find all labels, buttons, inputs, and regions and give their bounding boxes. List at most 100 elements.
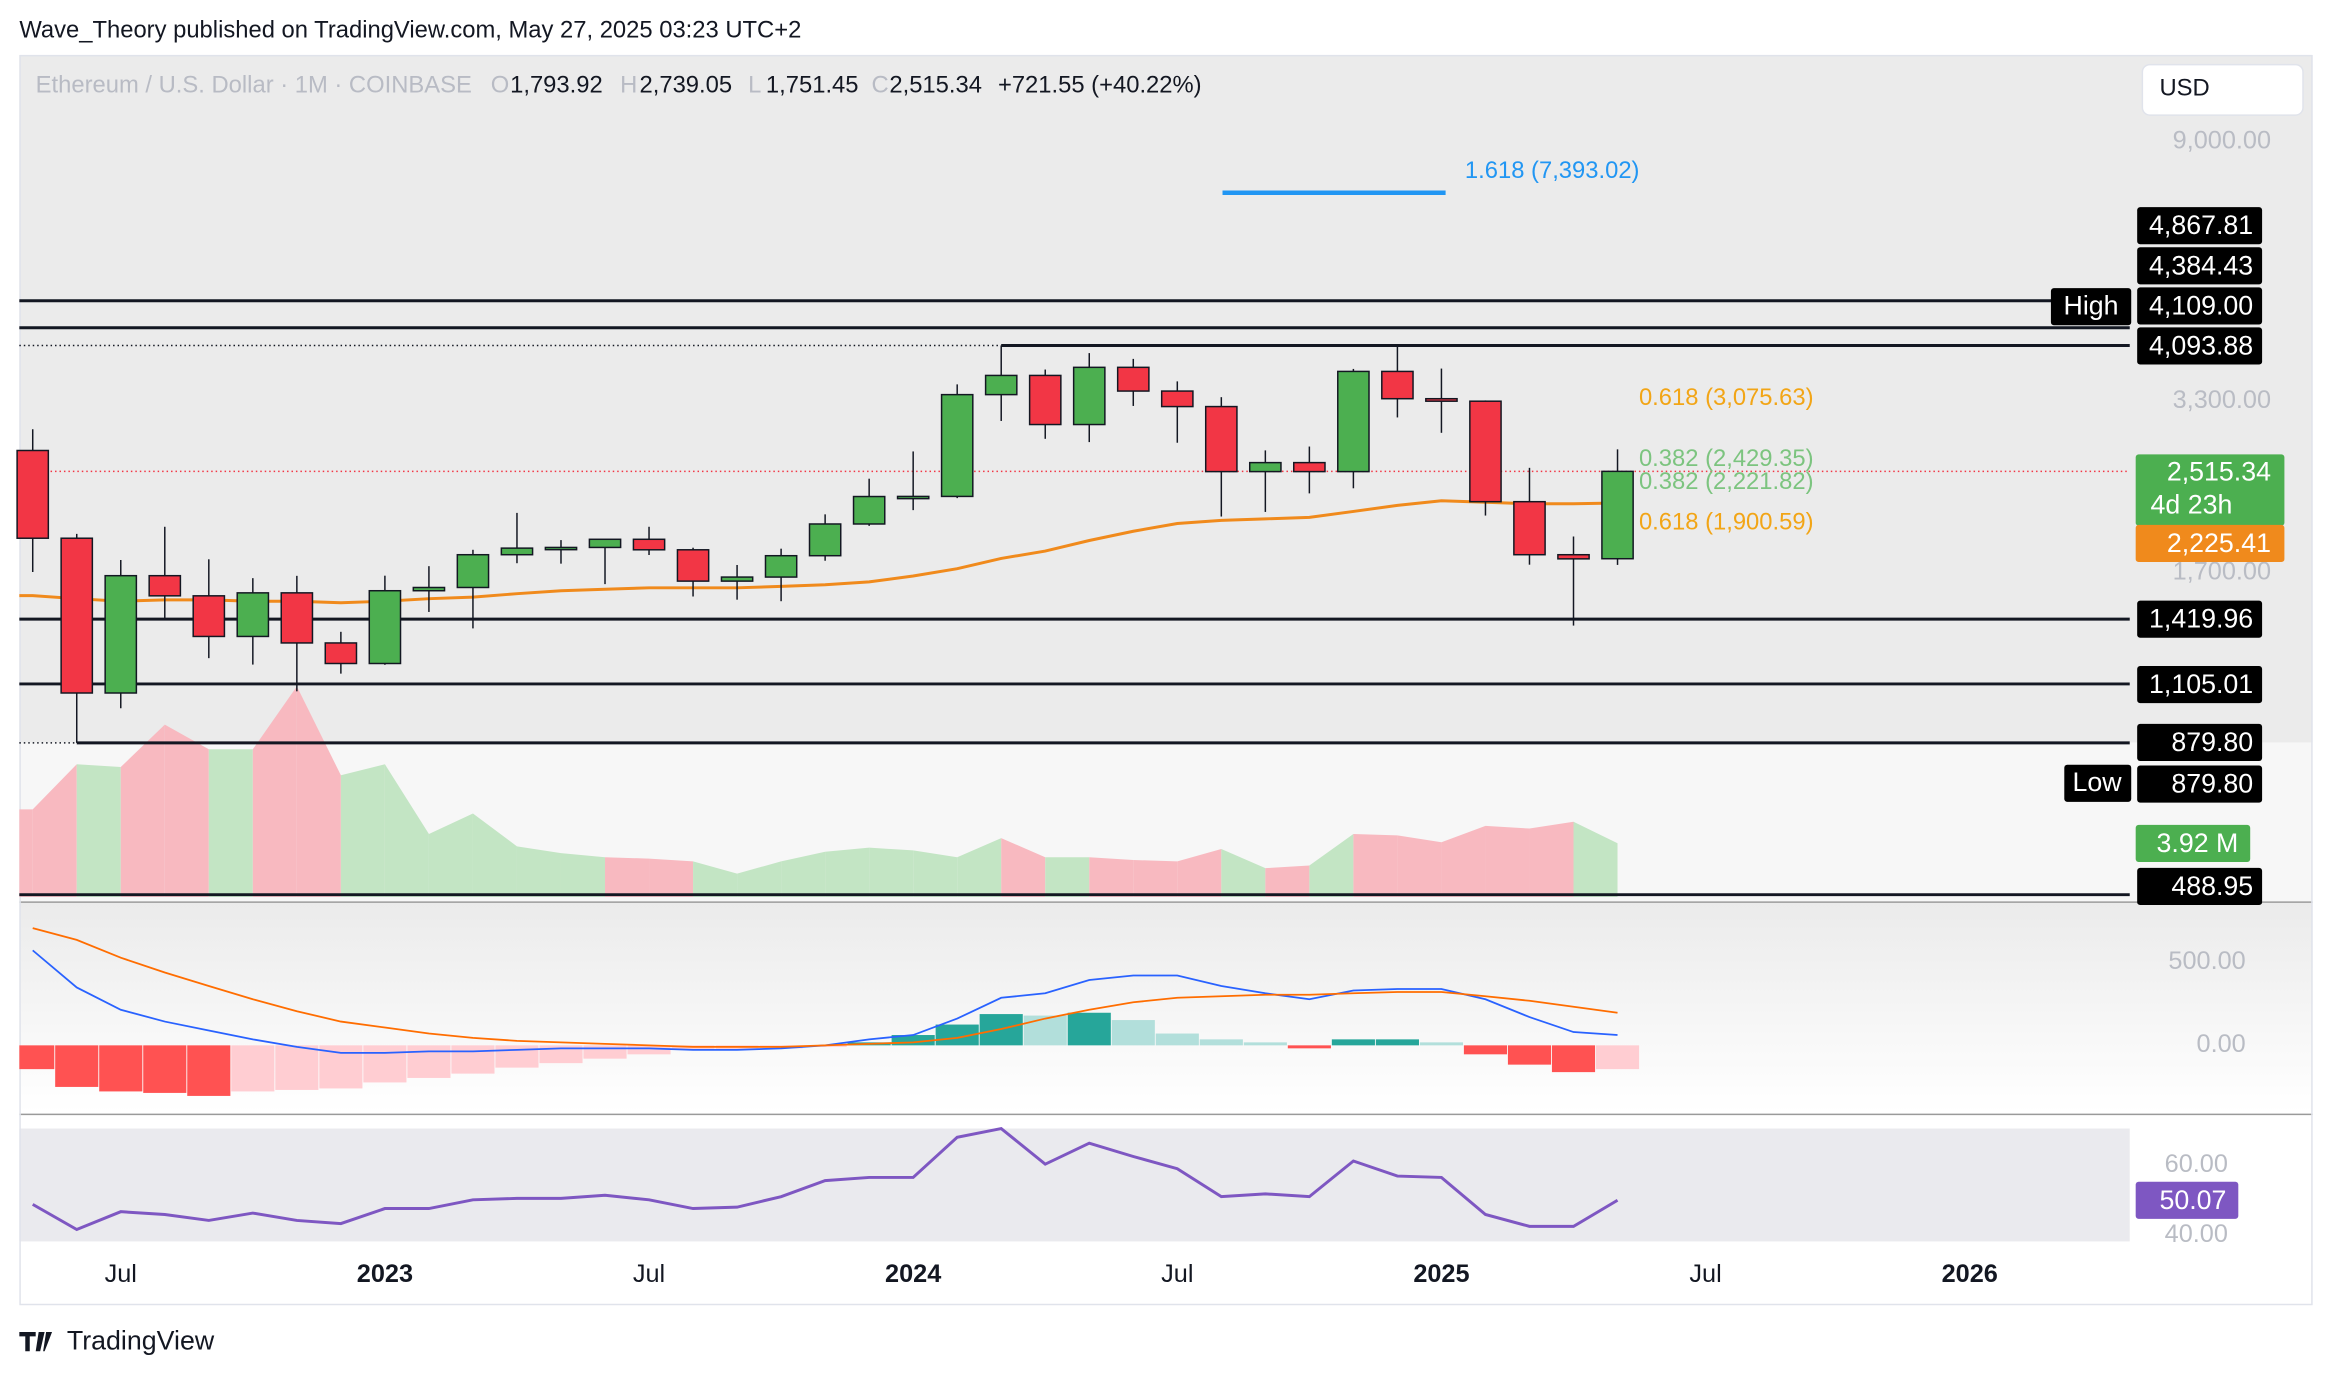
rsi-band xyxy=(19,1128,2130,1242)
candle-body xyxy=(324,642,358,665)
level-label: 879.80 xyxy=(2171,727,2253,757)
level-label: 1,419.96 xyxy=(2149,604,2253,634)
volume-area xyxy=(1265,865,1310,897)
macd-histogram-bar xyxy=(1243,1042,1287,1046)
fib-label: 0.618 (3,075.63) xyxy=(1639,384,1814,411)
volume-area xyxy=(869,847,914,897)
volume-area xyxy=(384,764,429,897)
macd-histogram-bar xyxy=(451,1045,495,1074)
candle-body xyxy=(544,546,578,551)
volume-area xyxy=(1573,821,1618,897)
rsi-tick-label: 60.00 xyxy=(2165,1150,2228,1178)
volume-area xyxy=(693,861,738,897)
volume-area xyxy=(252,686,297,897)
volume-area xyxy=(516,846,561,897)
brand: TradingView xyxy=(67,1325,215,1355)
candle-body xyxy=(1601,470,1634,560)
level-label-box xyxy=(2137,723,2263,762)
volume-area xyxy=(1353,834,1398,897)
symbol: Ethereum / U.S. Dollar · 1M · COINBASE xyxy=(36,71,472,98)
volume-label: 3.92 M xyxy=(2157,828,2239,858)
macd-histogram-bar xyxy=(1331,1039,1375,1046)
volume-area xyxy=(825,847,870,897)
candle-body xyxy=(1116,366,1150,392)
macd-histogram-bar xyxy=(1023,1015,1067,1046)
legend-key: H xyxy=(620,71,637,98)
candle-body xyxy=(192,595,226,638)
candle-body xyxy=(1469,400,1502,503)
candle-body xyxy=(1425,397,1458,402)
volume-label-box xyxy=(2135,824,2251,862)
macd-histogram-bar xyxy=(1287,1045,1331,1049)
candle-body xyxy=(588,538,622,549)
volume-area xyxy=(1045,857,1090,897)
currency-label[interactable]: USD xyxy=(2159,74,2209,101)
x-tick-label: Jul xyxy=(105,1260,137,1288)
candle-body xyxy=(1513,500,1546,556)
rsi-label: 50.07 xyxy=(2159,1185,2226,1215)
high-tag: High xyxy=(2064,290,2119,320)
macd-histogram-bar xyxy=(891,1035,935,1046)
volume-area xyxy=(32,764,77,897)
level-label-box xyxy=(2137,665,2263,704)
legend: Ethereum / U.S. Dollar · 1M · COINBASE O… xyxy=(36,71,1202,98)
volume-area xyxy=(1089,857,1134,897)
volume-area xyxy=(340,764,385,897)
currency-button[interactable]: USD xyxy=(2141,63,2304,116)
ema-label: 2,225.41 xyxy=(2167,528,2271,558)
candle-body xyxy=(104,574,138,694)
legend-key: C xyxy=(872,71,889,98)
volume-area xyxy=(560,853,606,897)
legend-change: +721.55 (+40.22%) xyxy=(998,71,1202,98)
low-value-box xyxy=(2137,765,2263,803)
candle-body xyxy=(1248,461,1282,473)
candle-body xyxy=(1160,390,1194,408)
macd-histogram-bar xyxy=(1199,1039,1243,1046)
x-tick-label: Jul xyxy=(633,1260,665,1288)
volume-area xyxy=(428,813,473,897)
legend-key: O xyxy=(491,71,510,98)
volume-area xyxy=(1397,835,1442,897)
macd-histogram-bar xyxy=(143,1045,187,1093)
candle-body xyxy=(456,553,490,589)
candle-body xyxy=(1557,553,1590,560)
currency-box[interactable] xyxy=(2141,63,2304,116)
level-label: 4,867.81 xyxy=(2149,210,2253,240)
legend-key: L xyxy=(748,71,761,98)
countdown: 4d 23h xyxy=(2151,489,2233,519)
candle-body xyxy=(1293,461,1326,473)
candle-body xyxy=(1204,405,1238,473)
last-price-box xyxy=(2135,454,2285,526)
candle-body xyxy=(984,374,1018,396)
level-label-box xyxy=(2137,207,2263,245)
candle-body xyxy=(236,592,270,638)
ema-label-box xyxy=(2135,524,2285,563)
chart-frame xyxy=(19,54,2313,1306)
macd-histogram-bar xyxy=(1507,1045,1552,1065)
rsi-label-box xyxy=(2135,1181,2239,1219)
volume-area xyxy=(1485,825,1530,897)
candle-body xyxy=(148,574,182,597)
macd-histogram-bar xyxy=(275,1045,319,1090)
candle-body xyxy=(676,549,710,582)
volume-area xyxy=(1309,834,1354,897)
macd-histogram-bar xyxy=(19,1045,55,1070)
macd-histogram-bar xyxy=(99,1045,143,1092)
y-tick-label: 3,300.00 xyxy=(2173,386,2271,414)
level-label: 4,093.88 xyxy=(2149,331,2253,361)
candle-body xyxy=(852,495,886,525)
candle-body xyxy=(632,538,666,551)
level-label-box xyxy=(2137,600,2263,638)
volume-area xyxy=(164,724,209,897)
candle-body xyxy=(500,547,534,556)
macd-histogram-bar xyxy=(539,1045,583,1064)
x-tick-label: Jul xyxy=(1161,1260,1193,1288)
logo xyxy=(19,1331,53,1352)
candle-body xyxy=(412,586,446,592)
macd-tick-label: 500.00 xyxy=(2168,947,2245,975)
macd-histogram-bar xyxy=(1595,1045,1640,1070)
x-tick-label: 2023 xyxy=(357,1260,413,1288)
volume-area xyxy=(1177,849,1222,897)
volume-area xyxy=(472,813,517,897)
